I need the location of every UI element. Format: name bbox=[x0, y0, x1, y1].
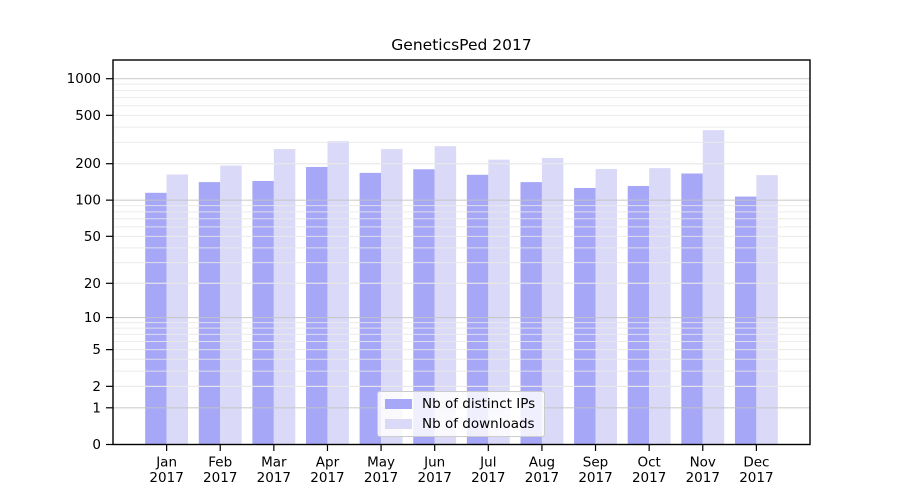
y-axis-tick-label: 200 bbox=[75, 156, 101, 172]
x-axis-tick-label-month: Aug bbox=[529, 455, 555, 471]
legend: Nb of distinct IPs Nb of downloads bbox=[377, 391, 545, 437]
bar-distinct-ips-sep bbox=[574, 188, 596, 445]
x-axis-tick-label-month: May bbox=[367, 455, 395, 471]
plot-border bbox=[112, 59, 811, 446]
y-axis-tick-label: 2 bbox=[92, 379, 101, 395]
x-axis-tick-label-year: 2017 bbox=[149, 470, 183, 486]
legend-swatch-distinct-ips bbox=[385, 399, 412, 409]
legend-label-downloads: Nb of downloads bbox=[422, 416, 535, 432]
bar-downloads-sep bbox=[595, 168, 617, 445]
bar-downloads-jul bbox=[488, 159, 510, 445]
x-axis-tick-label-year: 2017 bbox=[203, 470, 237, 486]
bar-downloads-dec bbox=[756, 175, 778, 445]
y-axis-tick-label: 500 bbox=[75, 108, 101, 124]
y-axis-tick-label: 5 bbox=[92, 342, 101, 358]
bar-downloads-feb bbox=[220, 165, 242, 445]
bar-distinct-ips-jan bbox=[145, 192, 167, 445]
x-axis-tick-label-month: Jan bbox=[155, 455, 177, 471]
x-axis-tick-label-year: 2017 bbox=[471, 470, 505, 486]
y-axis-tick-label: 100 bbox=[75, 193, 101, 209]
y-axis-tick-label: 0 bbox=[92, 437, 101, 453]
bar-downloads-mar bbox=[273, 149, 296, 445]
x-axis-tick-label-month: Sep bbox=[583, 455, 608, 471]
x-axis-tick-label-year: 2017 bbox=[686, 470, 720, 486]
x-axis-tick-label-year: 2017 bbox=[418, 470, 452, 486]
y-axis-tick-label: 20 bbox=[84, 276, 101, 292]
x-axis-tick-label-month: Feb bbox=[208, 455, 232, 471]
bar-distinct-ips-mar bbox=[252, 180, 274, 445]
x-axis-tick-label-year: 2017 bbox=[525, 470, 559, 486]
bar-distinct-ips-jul bbox=[466, 174, 489, 445]
bar-downloads-oct bbox=[649, 168, 671, 445]
x-axis-tick-label-month: Dec bbox=[743, 455, 769, 471]
bar-distinct-ips-jun bbox=[413, 169, 435, 445]
bar-downloads-aug bbox=[541, 157, 564, 445]
y-axis-tick-label: 1000 bbox=[67, 71, 101, 87]
x-axis-tick-label-month: Apr bbox=[316, 455, 340, 471]
chart-title: GeneticsPed 2017 bbox=[391, 36, 532, 54]
y-axis-tick-label: 1 bbox=[92, 400, 101, 416]
x-axis-tick-label-year: 2017 bbox=[739, 470, 773, 486]
x-axis-tick-label-year: 2017 bbox=[257, 470, 291, 486]
legend-item-distinct-ips: Nb of distinct IPs bbox=[385, 396, 536, 412]
x-axis-tick-label-year: 2017 bbox=[632, 470, 666, 486]
bar-distinct-ips-nov bbox=[681, 173, 703, 445]
x-axis-tick-label-month: Nov bbox=[690, 455, 716, 471]
bar-distinct-ips-apr bbox=[306, 166, 328, 445]
bar-distinct-ips-dec bbox=[734, 196, 757, 445]
legend-label-distinct-ips: Nb of distinct IPs bbox=[422, 396, 536, 412]
bar-downloads-jun bbox=[434, 146, 457, 445]
x-axis-tick-label-year: 2017 bbox=[578, 470, 612, 486]
y-axis-tick-label: 10 bbox=[84, 310, 101, 326]
x-axis-tick-label-year: 2017 bbox=[310, 470, 344, 486]
x-axis-tick-label-month: Oct bbox=[637, 455, 660, 471]
bar-downloads-apr bbox=[327, 141, 349, 445]
x-axis-tick-label-month: Jul bbox=[479, 455, 496, 471]
legend-item-downloads: Nb of downloads bbox=[385, 416, 536, 432]
bar-downloads-nov bbox=[702, 130, 725, 445]
legend-swatch-downloads bbox=[385, 419, 412, 429]
x-axis-tick-label-year: 2017 bbox=[364, 470, 398, 486]
x-axis-tick-label-month: Jun bbox=[423, 455, 445, 471]
bar-distinct-ips-may bbox=[359, 172, 382, 445]
bar-distinct-ips-oct bbox=[627, 185, 650, 445]
bar-distinct-ips-feb bbox=[198, 182, 221, 445]
y-axis-tick-label: 50 bbox=[84, 229, 101, 245]
bar-downloads-jan bbox=[166, 174, 189, 445]
x-axis-tick-label-month: Mar bbox=[261, 455, 287, 471]
